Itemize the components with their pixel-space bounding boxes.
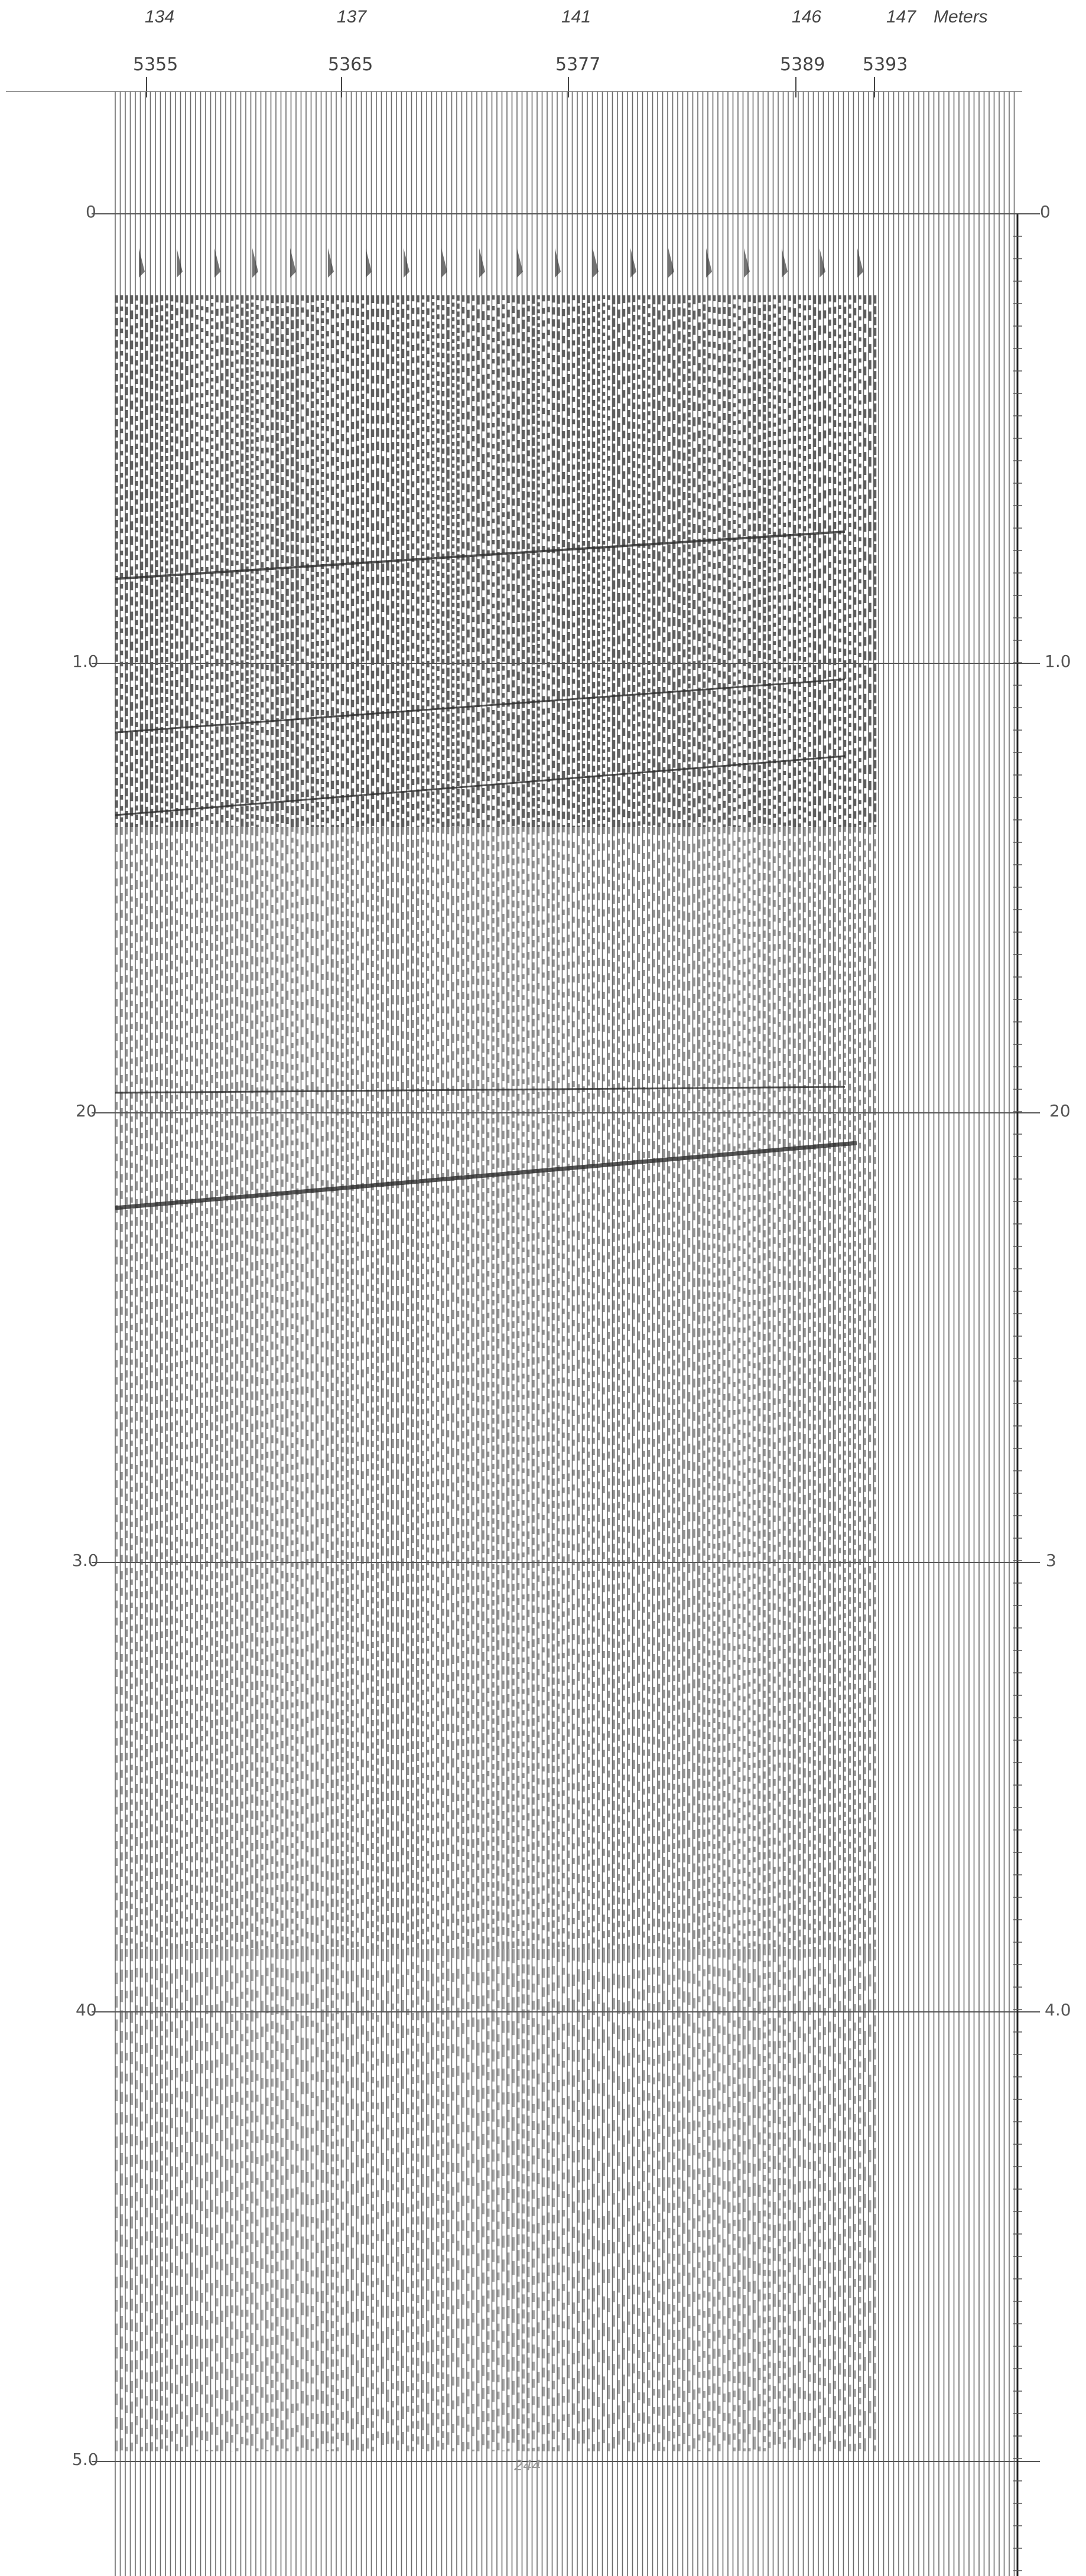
first-break-mark [630,248,636,278]
shot-point-label: 5389 [780,54,825,75]
elevation-label: 134 [145,7,175,27]
first-break-mark [479,248,485,278]
shot-point-label: 5377 [555,54,601,75]
reflector [115,678,846,734]
first-break-mark [366,248,372,278]
trace-count-annotation: 244 [514,2457,541,2474]
first-break-mark [404,248,409,278]
first-break-mark [290,248,296,278]
time-label-left: 40 [76,2000,97,2020]
shot-point-label: 5393 [863,54,908,75]
first-break-mark [782,248,788,278]
first-break-mark [706,248,712,278]
time-label-right: 3 [1046,1551,1056,1570]
wiggle-fill-field [115,248,877,2451]
first-break-mark [139,248,145,278]
units-label: Meters [934,7,988,27]
first-break-mark [744,248,750,278]
trace-field [115,92,1015,2576]
elevation-label: 141 [561,7,591,27]
timing-lines [92,213,1040,2462]
shot-point-label: 5355 [133,54,178,75]
first-break-mark [593,248,599,278]
reflector [115,1086,846,1094]
first-break-mark [820,248,825,278]
first-break-mark [555,248,561,278]
time-label-left: 5.0 [72,2450,99,2469]
right-scale-bar [1013,213,1022,2576]
first-break-mark [668,248,674,278]
reflector [115,755,846,816]
elevation-label: 146 [792,7,822,27]
reflector [115,530,846,580]
time-label-left: 20 [76,1101,97,1121]
first-break-mark [252,248,258,278]
time-label-right: 1.0 [1045,652,1071,671]
first-break-mark [857,248,863,278]
time-label-left: 3.0 [72,1551,99,1570]
first-break-mark [177,248,183,278]
reflector-field [115,530,857,1210]
shot-point-ticks [6,77,1022,97]
first-break-mark [517,248,523,278]
first-break-mark [441,248,447,278]
time-label-right: 4.0 [1045,2000,1071,2020]
time-label-left: 1.0 [72,652,99,671]
elevation-label: 137 [337,7,367,27]
elevation-label: 147 [886,7,916,27]
first-break-mark [328,248,334,278]
reflector [115,1141,857,1210]
time-label-right: 20 [1049,1101,1071,1121]
first-break-mark [214,248,220,278]
time-label-right: 0 [1040,202,1051,222]
shot-point-label: 5365 [328,54,373,75]
time-label-left: 0 [86,202,96,222]
